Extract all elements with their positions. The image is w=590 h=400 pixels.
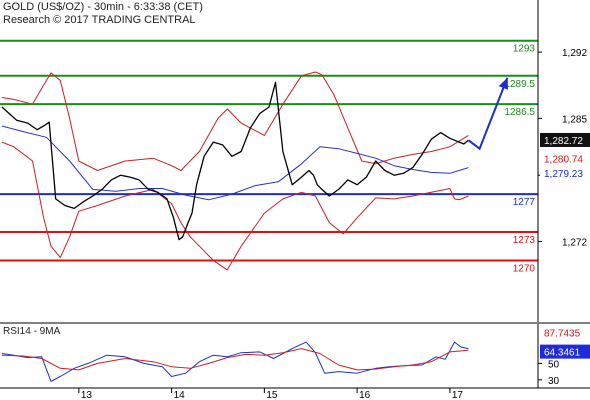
- rsi-value-tag-box: [540, 344, 590, 359]
- level-label-1293: 1293: [513, 44, 536, 55]
- rsi-value-tag-label: 64.3461: [544, 348, 581, 359]
- rsi-panel: 50 30 87.7435 64.3461 13 14 15 16 17: [0, 322, 590, 400]
- time-tick-label: 14: [174, 390, 186, 400]
- value-tag-box: [540, 166, 590, 181]
- value-tag-label: 1,279.23: [544, 169, 583, 180]
- level-label-1277: 1277: [513, 197, 536, 208]
- chart-title: GOLD (US$/OZ) - 30min - 6:33:38 (CET): [3, 1, 203, 13]
- rsi-series-9ma: [1, 348, 469, 371]
- time-tick-label: 15: [266, 390, 278, 400]
- value-tag-box: [540, 151, 590, 166]
- projection-arrow-head: [498, 77, 508, 90]
- time-tick-label: 17: [452, 390, 464, 400]
- price-tick-label: 1,272: [562, 238, 587, 249]
- rsi-tick-label: 30: [548, 376, 560, 387]
- level-label-1270: 1270: [513, 263, 536, 274]
- band-lower-line: [1, 141, 469, 271]
- projection-arrow-line: [467, 77, 509, 151]
- price-panel: 1293 1289.5 1286.5 1277 1273 1270 1,292 1,285 1,…: [0, 0, 590, 322]
- rsi-series-rsi14: [1, 341, 469, 382]
- level-label-1273: 1273: [513, 235, 536, 246]
- rsi-value-tag-label: 87.7435: [544, 328, 581, 339]
- time-tick-label: 13: [81, 390, 93, 400]
- rsi-panel-title: RSI14 - 9MA: [3, 326, 61, 337]
- price-tick-label: 1,285: [562, 114, 587, 125]
- level-label-1289.5: 1289.5: [504, 79, 535, 90]
- time-tick-label: 16: [359, 390, 371, 400]
- value-tag-label: 1,282.72: [544, 136, 583, 147]
- level-label-1286.5: 1286.5: [504, 107, 535, 118]
- price-line: [1, 81, 469, 241]
- price-tick-label: 1,292: [562, 48, 587, 59]
- value-tag-label: 1,280.74: [544, 155, 583, 166]
- chart-credit: Research © 2017 TRADING CENTRAL: [3, 14, 196, 26]
- rsi-tick-label: 50: [548, 359, 560, 370]
- moving-average-line: [1, 125, 469, 201]
- price-plot-background: [0, 0, 590, 322]
- rsi-value-tag-box: [540, 325, 590, 340]
- value-tag-box: [540, 132, 590, 147]
- band-upper-line: [1, 71, 469, 171]
